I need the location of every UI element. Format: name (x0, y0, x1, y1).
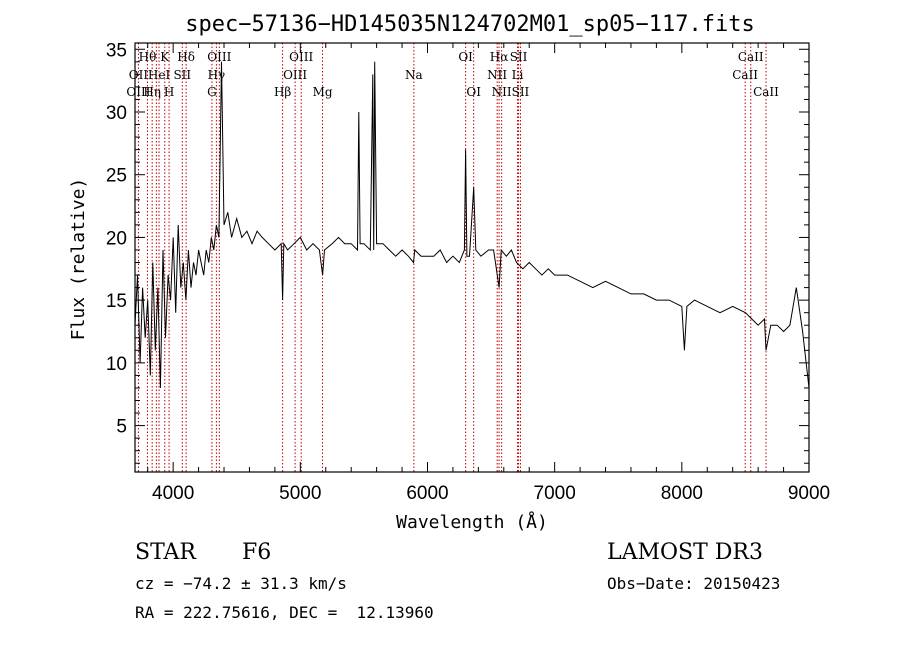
x-tick-label: 5000 (279, 483, 321, 504)
object-subclass: F6 (242, 540, 272, 565)
y-axis-ticks: 5 10 15 20 25 30 35 (106, 40, 809, 464)
coordinates: RA = 222.75616, DEC = 12.13960 (135, 603, 434, 622)
line-label: Hα (490, 50, 509, 64)
line-label: OI (466, 85, 481, 99)
observation-date: Obs−Date: 20150423 (607, 574, 781, 593)
x-tick-label: 7000 (534, 483, 576, 504)
line-label: NII (492, 85, 512, 99)
line-label: CaII (732, 68, 758, 82)
y-tick-label: 10 (106, 354, 127, 375)
plot-frame (134, 42, 810, 473)
line-label: Hδ (177, 50, 195, 64)
x-axis-ticks: 4000 5000 6000 7000 8000 9000 (147, 43, 830, 504)
redshift-cz: cz = −74.2 ± 31.3 km/s (135, 574, 347, 593)
line-label: OII (129, 68, 149, 82)
line-label: Hγ (208, 68, 226, 82)
line-label: CaII (753, 85, 779, 99)
series-layer (134, 61, 810, 389)
x-axis-title: Wavelength (Å) (396, 511, 548, 533)
line-marks (137, 43, 767, 472)
y-tick-label: 25 (106, 166, 127, 187)
line-label: K (160, 50, 170, 64)
y-tick-label: 20 (106, 228, 127, 249)
x-tick-label: 8000 (661, 483, 703, 504)
line-label: SII (173, 68, 191, 82)
line-label: OI (458, 50, 473, 64)
line-label: Na (405, 68, 423, 82)
line-label: NII (487, 68, 507, 82)
x-tick-label: 6000 (406, 483, 448, 504)
x-tick-label: 9000 (788, 483, 830, 504)
line-label: SII (512, 85, 530, 99)
line-label: Hη (143, 85, 161, 99)
line-label: Hβ (274, 85, 291, 99)
y-tick-label: 5 (116, 417, 127, 438)
spectrum-line (134, 61, 810, 389)
chart-title: spec−57136−HD145035N124702M01_sp05−117.f… (185, 12, 755, 37)
line-label: G (207, 85, 217, 99)
line-label: H (164, 85, 174, 99)
line-label: SII (510, 50, 528, 64)
line-label: OIII (283, 68, 307, 82)
line-label: Li (512, 68, 524, 82)
y-tick-label: 35 (106, 40, 127, 61)
line-label: CaII (738, 50, 764, 64)
y-tick-label: 30 (106, 103, 127, 124)
line-label: Hθ (139, 50, 157, 64)
line-label: OIII (207, 50, 231, 64)
line-label: Mg (313, 85, 333, 99)
line-label: OIII (126, 85, 150, 99)
object-class: STAR (135, 540, 196, 565)
y-tick-label: 15 (106, 291, 127, 312)
y-axis-title: Flux (relative) (68, 178, 89, 341)
survey-name: LAMOST DR3 (607, 540, 763, 565)
line-label: HeI (148, 68, 171, 82)
line-label: OIII (289, 50, 313, 64)
x-tick-label: 4000 (152, 483, 194, 504)
